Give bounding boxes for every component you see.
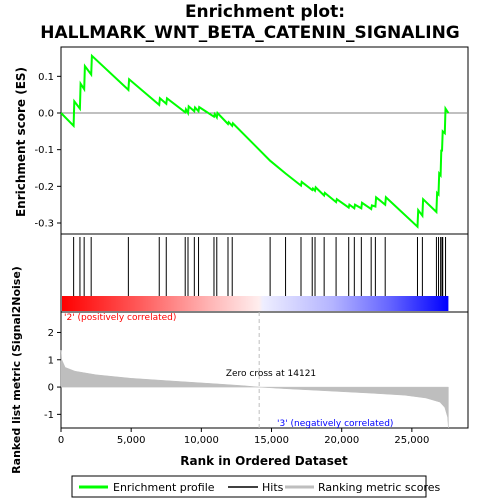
rank-x-tick-label: 20,000 xyxy=(324,435,359,446)
chart-title-line2: HALLMARK_WNT_BETA_CATENIN_SIGNALING xyxy=(40,23,460,43)
es-y-tick-label: -0.1 xyxy=(34,145,54,156)
es-y-tick-label: -0.2 xyxy=(34,182,54,193)
enrichment-profile-line xyxy=(60,53,450,229)
rank-x-tick-label: 5,000 xyxy=(117,435,146,446)
legend-ranking-label: Ranking metric scores xyxy=(318,481,440,494)
negative-correlation-label: '3' (negatively correlated) xyxy=(277,419,393,429)
es-y-axis: 0.1 0.0 -0.1 -0.2 -0.3 xyxy=(34,72,61,230)
rank-x-tick-label: 15,000 xyxy=(254,435,289,446)
rank-y-tick-label: 1 xyxy=(48,355,54,366)
es-y-tick-label: 0.1 xyxy=(38,72,54,83)
rank-x-axis: 0 5,000 10,000 15,000 20,000 25,000 xyxy=(58,428,429,446)
es-panel-frame xyxy=(60,46,469,235)
ranking-metric-area xyxy=(60,350,449,429)
es-y-tick-label: 0.0 xyxy=(38,109,54,120)
positive-correlation-label: '2' (positively correlated) xyxy=(64,313,176,323)
rank-x-tick-label: 10,000 xyxy=(184,435,219,446)
rank-y-tick-label: 0 xyxy=(48,383,54,394)
rank-y-tick-label: 2 xyxy=(48,328,54,339)
hit-marks xyxy=(73,237,447,296)
es-y-tick-label: -0.3 xyxy=(34,219,54,230)
rank-x-axis-label: Rank in Ordered Dataset xyxy=(180,454,348,468)
rank-y-tick-label: -1 xyxy=(44,410,54,421)
legend-hits-label: Hits xyxy=(262,481,284,494)
zero-cross-label: Zero cross at 14121 xyxy=(226,369,316,379)
rank-y-axis: 2 1 0 -1 xyxy=(44,328,61,421)
legend-enrichment-label: Enrichment profile xyxy=(113,481,215,494)
es-y-axis-label: Enrichment score (ES) xyxy=(14,67,28,217)
rank-color-bar xyxy=(62,296,449,311)
rank-x-tick-label: 25,000 xyxy=(394,435,429,446)
rank-x-tick-label: 0 xyxy=(58,435,64,446)
chart-title-line1: Enrichment plot: xyxy=(185,2,345,22)
rank-y-axis-label: Ranked list metric (Signal2Noise) xyxy=(10,266,23,474)
